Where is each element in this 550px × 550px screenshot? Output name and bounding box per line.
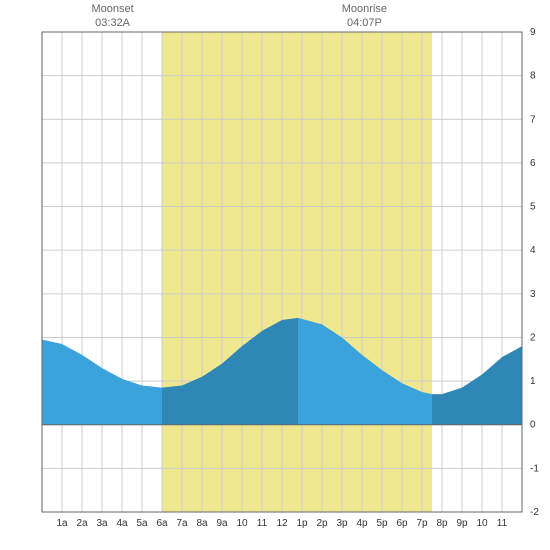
x-tick-label: 7p [416,518,428,529]
x-tick-label: 2a [76,518,88,529]
tide-chart: -2-101234567891a2a3a4a5a6a7a8a9a1011121p… [0,0,550,550]
x-tick-label: 3p [336,518,348,529]
moonset-label: Moonset03:32A [83,2,143,31]
x-tick-label: 10 [476,518,488,529]
x-tick-label: 11 [257,518,268,529]
moon-event-title: Moonrise [334,2,394,16]
moon-event-title: Moonset [83,2,143,16]
x-tick-label: 10 [236,518,248,529]
y-tick-label: 2 [530,332,536,343]
y-tick-label: 1 [530,376,536,387]
x-tick-label: 3a [96,518,108,529]
y-tick-label: 5 [530,202,536,213]
x-tick-label: 12 [276,518,288,529]
x-tick-label: 1a [56,518,68,529]
x-tick-label: 7a [176,518,188,529]
x-tick-label: 4p [356,518,368,529]
x-tick-label: 8p [436,518,448,529]
x-tick-label: 6a [156,518,168,529]
y-tick-label: 3 [530,289,536,300]
y-tick-label: 6 [530,158,536,169]
x-tick-label: 5a [136,518,148,529]
y-tick-label: 8 [530,71,536,82]
x-tick-label: 5p [376,518,388,529]
chart-svg: -2-101234567891a2a3a4a5a6a7a8a9a1011121p… [0,0,550,550]
x-tick-label: 8a [196,518,208,529]
x-tick-label: 9a [216,518,228,529]
moon-event-time: 04:07P [334,16,394,30]
y-tick-label: 9 [530,27,536,38]
y-tick-label: -2 [530,507,539,518]
x-tick-label: 6p [396,518,408,529]
y-tick-label: 7 [530,114,536,125]
y-tick-label: 4 [530,245,536,256]
x-tick-label: 1p [296,518,308,529]
x-tick-label: 9p [456,518,468,529]
x-tick-label: 11 [497,518,508,529]
x-tick-label: 4a [116,518,128,529]
y-tick-label: 0 [530,420,536,431]
moonrise-label: Moonrise04:07P [334,2,394,31]
y-tick-label: -1 [530,463,539,474]
x-tick-label: 2p [316,518,328,529]
moon-event-time: 03:32A [83,16,143,30]
